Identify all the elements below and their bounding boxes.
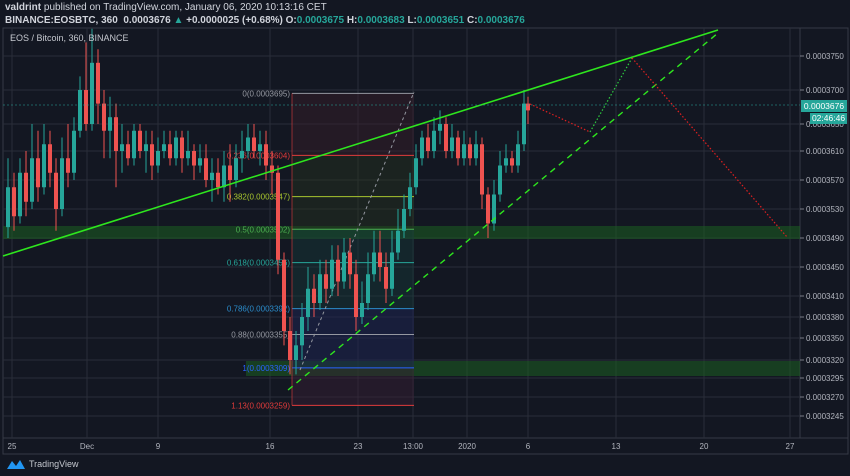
svg-text:0.382(0.0003547): 0.382(0.0003547) — [227, 193, 291, 202]
time-axis[interactable] — [2, 437, 849, 455]
svg-text:0.0003650: 0.0003650 — [806, 120, 844, 129]
svg-text:0(0.0003695): 0(0.0003695) — [242, 89, 290, 98]
close-label: C: — [466, 15, 478, 26]
price-axis-labels: 0.0003750 0.0003700 0.0003650 0.0003610 0.00… — [800, 52, 844, 421]
bar-countdown: 02:46:46 — [810, 113, 847, 124]
svg-text:0.0003570: 0.0003570 — [806, 176, 844, 185]
svg-text:0.0003410: 0.0003410 — [806, 292, 844, 301]
svg-text:0.0003750: 0.0003750 — [806, 52, 844, 61]
publish-info: valdrint published on TradingView.com, J… — [5, 2, 327, 13]
svg-text:0.786(0.0003392): 0.786(0.0003392) — [227, 305, 291, 314]
candlesticks — [6, 28, 530, 375]
up-arrow-icon: ▲ — [173, 15, 184, 26]
symbol-label: BINANCE:EOSBTC, 360 — [5, 15, 118, 26]
svg-text:0.236(0.0003604): 0.236(0.0003604) — [227, 151, 291, 160]
svg-text:0.0003610: 0.0003610 — [806, 147, 844, 156]
svg-text:25: 25 — [8, 442, 17, 451]
svg-text:0.0003380: 0.0003380 — [806, 313, 844, 322]
low-value: 0.0003651 — [416, 15, 465, 26]
price-axis[interactable] — [799, 27, 849, 439]
svg-text:2020: 2020 — [458, 442, 476, 451]
tradingview-logo-icon — [7, 460, 25, 469]
svg-text:0.0003270: 0.0003270 — [806, 393, 844, 402]
svg-text:0.88(0.0003355): 0.88(0.0003355) — [231, 331, 290, 340]
author-name[interactable]: valdrint — [5, 2, 42, 13]
svg-text:16: 16 — [266, 442, 275, 451]
svg-text:20: 20 — [700, 442, 709, 451]
low-label: L: — [407, 15, 417, 26]
close-value: 0.0003676 — [477, 15, 525, 26]
svg-text:0.0003295: 0.0003295 — [806, 374, 844, 383]
svg-text:0.5(0.0003502): 0.5(0.0003502) — [236, 225, 291, 234]
svg-text:1.13(0.0003259): 1.13(0.0003259) — [231, 401, 290, 410]
symbol-info: BINANCE:EOSBTC, 360 0.0003676 ▲ +0.00000… — [5, 15, 525, 26]
high-label: H: — [346, 15, 358, 26]
brand-name: TradingView — [29, 459, 79, 469]
last-price-tag: 0.0003676 — [801, 100, 847, 112]
svg-text:6: 6 — [526, 442, 531, 451]
svg-text:0.0003350: 0.0003350 — [806, 334, 844, 343]
open-value: 0.0003675 — [296, 15, 345, 26]
last-price: 0.0003676 — [123, 15, 171, 26]
open-label: O: — [285, 15, 297, 26]
published-text: published on TradingView.com, January 06… — [43, 2, 327, 13]
svg-text:9: 9 — [156, 442, 161, 451]
svg-text:0.618(0.0003456): 0.618(0.0003456) — [227, 259, 291, 268]
svg-text:23: 23 — [354, 442, 363, 451]
svg-text:27: 27 — [786, 442, 795, 451]
svg-text:13: 13 — [612, 442, 621, 451]
footer-brand[interactable]: TradingView — [6, 458, 79, 470]
series-legend[interactable]: EOS / Bitcoin, 360, BINANCE — [10, 33, 129, 43]
svg-text:Dec: Dec — [80, 442, 94, 451]
svg-text:0.0003245: 0.0003245 — [806, 412, 844, 421]
svg-text:1(0.0003309): 1(0.0003309) — [242, 364, 290, 373]
price-change: +0.0000025 (+0.68%) — [186, 15, 283, 26]
svg-text:0.0003490: 0.0003490 — [806, 234, 844, 243]
svg-text:0.0003320: 0.0003320 — [806, 356, 844, 365]
time-axis-labels: 25 Dec 9 16 23 13:00 2020 6 13 20 27 — [8, 442, 795, 451]
trendlines[interactable] — [2, 29, 800, 391]
svg-text:0.0003530: 0.0003530 — [806, 205, 844, 214]
grid-lines — [3, 28, 800, 438]
high-value: 0.0003683 — [357, 15, 405, 26]
svg-text:0.0003700: 0.0003700 — [806, 86, 844, 95]
svg-text:0.0003450: 0.0003450 — [806, 263, 844, 272]
svg-text:13:00: 13:00 — [403, 442, 424, 451]
